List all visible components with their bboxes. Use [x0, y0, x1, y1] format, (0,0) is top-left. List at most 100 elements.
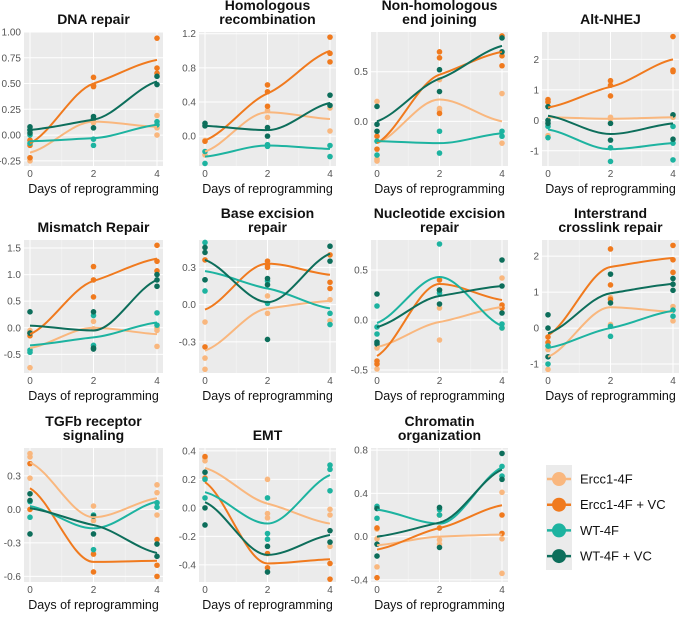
trend-line: [204, 466, 331, 525]
data-point: [499, 310, 505, 316]
data-point: [670, 136, 676, 142]
x-axis-label: Days of reprogramming: [202, 182, 333, 196]
data-point: [374, 121, 380, 128]
x-axis-label: Days of reprogramming: [374, 389, 505, 403]
y-tick-label: 0.0: [354, 316, 368, 327]
y-tick-label: 0.5: [354, 67, 368, 78]
panel-title: repair: [248, 219, 287, 235]
data-point: [90, 346, 97, 352]
trend-line: [29, 321, 158, 347]
data-point: [670, 112, 676, 118]
data-point: [27, 514, 33, 521]
x-tick-label: 2: [91, 585, 97, 596]
trend-line: [29, 80, 158, 131]
data-point: [154, 73, 160, 80]
data-point: [670, 67, 676, 73]
data-point: [90, 309, 97, 315]
data-point: [264, 564, 271, 571]
data-point: [436, 512, 443, 518]
data-point: [90, 569, 97, 575]
data-point: [154, 489, 160, 496]
trend-line: [376, 132, 503, 145]
data-point: [499, 62, 505, 69]
data-point: [154, 242, 160, 249]
data-point: [327, 539, 333, 545]
data-point: [327, 153, 333, 160]
y-tick-label: -0.3: [4, 538, 22, 549]
panel-title: Chromatin: [405, 413, 475, 429]
data-point: [154, 132, 160, 138]
y-tick-label: 0.2: [182, 475, 196, 486]
y-tick-label: 0.00: [2, 131, 22, 142]
x-axis-label: Days of reprogramming: [28, 182, 159, 196]
trend-line: [204, 101, 331, 132]
panel-title: signaling: [63, 427, 124, 443]
data-point: [499, 512, 505, 518]
data-point: [202, 239, 208, 246]
panel-title: Mismatch Repair: [37, 219, 150, 235]
trend-line: [376, 275, 503, 327]
data-point: [545, 334, 551, 340]
data-point: [374, 564, 380, 570]
trend-line: [204, 252, 331, 304]
data-point: [264, 569, 271, 575]
data-point: [154, 553, 160, 560]
y-tick-label: -0.25: [0, 156, 21, 167]
y-tick-label: 1.00: [2, 28, 22, 39]
data-point: [90, 74, 97, 81]
legend-label: Ercc1-4F + VC: [580, 497, 666, 512]
data-point: [374, 341, 380, 347]
trend-line: [376, 44, 503, 123]
x-axis-label: Days of reprogramming: [545, 182, 676, 196]
data-point: [374, 515, 380, 522]
data-point: [670, 269, 676, 276]
panel-title: Alt-NHEJ: [580, 11, 641, 27]
x-tick-label: 4: [327, 376, 333, 387]
panel-title: Homologous: [225, 0, 311, 13]
data-point: [202, 319, 208, 325]
trend-line: [547, 116, 674, 120]
x-tick-label: 0: [374, 169, 380, 180]
data-point: [327, 128, 333, 134]
data-point: [90, 294, 97, 300]
y-tick-label: 0.0: [7, 505, 21, 516]
data-point: [670, 287, 676, 294]
trend-line: [376, 282, 503, 357]
y-tick-label: 0: [533, 324, 539, 335]
data-point: [545, 120, 551, 127]
data-point: [327, 243, 333, 250]
y-tick-label: -1: [530, 146, 539, 157]
data-point: [154, 81, 160, 88]
trend-line: [376, 285, 503, 328]
x-axis-label: Days of reprogramming: [374, 182, 505, 196]
y-tick-label: 2: [533, 252, 539, 263]
data-point: [27, 454, 33, 460]
trend-line: [204, 481, 331, 565]
x-tick-label: 4: [327, 169, 333, 180]
trend-line: [376, 468, 503, 538]
x-tick-label: 2: [265, 376, 271, 387]
data-point: [374, 98, 380, 105]
data-point: [264, 114, 271, 121]
y-tick-label: 2: [533, 55, 539, 66]
data-point: [607, 282, 614, 288]
data-point: [327, 258, 333, 264]
data-point: [327, 462, 333, 468]
data-point: [436, 66, 443, 73]
x-tick-label: 2: [437, 169, 443, 180]
legend-key-point: [552, 497, 566, 512]
data-point: [436, 287, 443, 293]
data-point: [499, 257, 505, 263]
data-point: [264, 293, 271, 299]
x-tick-label: 2: [608, 169, 614, 180]
data-point: [202, 288, 208, 294]
data-point: [374, 133, 380, 140]
legend-label: WT-4F + VC: [580, 549, 652, 564]
data-point: [154, 512, 160, 518]
trend-line: [29, 461, 158, 519]
x-tick-label: 4: [154, 169, 160, 180]
data-point: [436, 337, 443, 343]
y-tick-label: 0.50: [2, 79, 22, 90]
data-point: [264, 536, 271, 543]
